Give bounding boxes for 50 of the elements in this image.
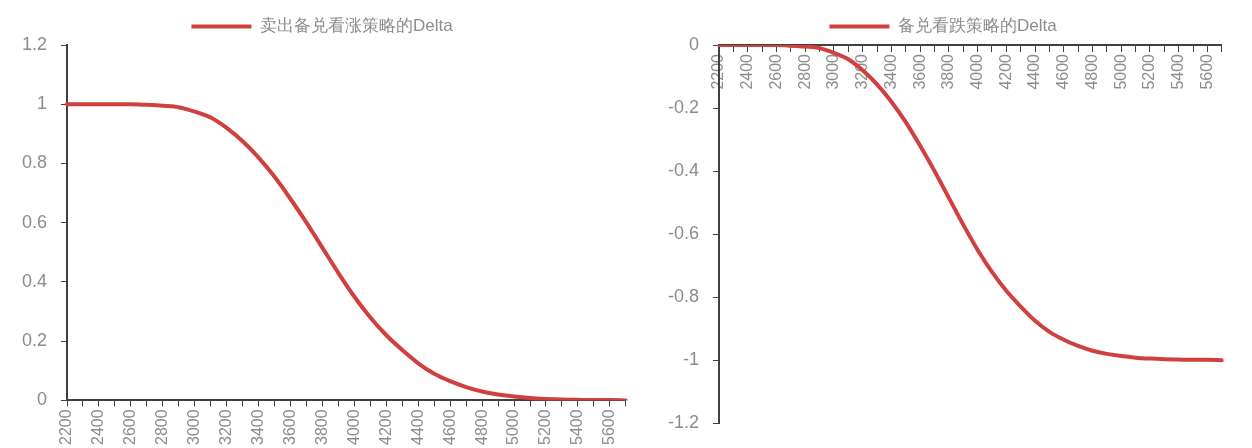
x-tick-label: 3200 — [217, 409, 235, 445]
x-tick-label: 5400 — [568, 409, 586, 445]
x-tick-label: 3600 — [910, 53, 928, 90]
x-tick-label: 2600 — [121, 409, 139, 445]
x-tick-label: 5600 — [1197, 53, 1215, 90]
x-tick-label: 3400 — [881, 53, 899, 90]
x-tick-label: 3000 — [185, 409, 203, 445]
x-tick-label: 5000 — [1111, 53, 1129, 90]
y-tick-label: 0 — [689, 33, 700, 54]
x-tick-label: 3400 — [249, 409, 267, 445]
x-tick-label: 5600 — [600, 409, 618, 445]
y-tick-label: -1 — [683, 349, 700, 370]
x-tick-label: 5000 — [504, 409, 522, 445]
y-tick-label: 0.2 — [21, 330, 48, 351]
x-tick-label: 4600 — [1054, 53, 1072, 90]
x-tick-label: 3600 — [280, 409, 298, 445]
x-tick-label: 4200 — [376, 409, 394, 445]
x-tick-label: 3000 — [824, 53, 842, 90]
y-tick-label: -0.4 — [667, 160, 700, 181]
x-tick-label: 2400 — [89, 409, 107, 445]
y-tick-label: -0.6 — [667, 223, 700, 244]
legend-label: 卖出备兑看涨策略的Delta — [259, 16, 454, 36]
x-tick-label: 4400 — [408, 409, 426, 445]
y-tick-label: 1.2 — [21, 33, 48, 54]
x-tick-label: 4000 — [344, 409, 362, 445]
y-tick-label: 0.6 — [21, 211, 48, 232]
x-tick-label: 2800 — [153, 409, 171, 445]
legend-label: 备兑看跌策略的Delta — [897, 16, 1058, 36]
x-tick-label: 2200 — [57, 409, 75, 445]
x-tick-label: 2800 — [795, 53, 813, 90]
y-tick-label: 1 — [37, 93, 48, 114]
x-tick-label: 2400 — [738, 53, 756, 90]
y-tick-label: 0.4 — [21, 270, 48, 291]
x-tick-label: 2600 — [766, 53, 784, 90]
x-tick-label: 4400 — [1025, 53, 1043, 90]
x-tick-label: 4600 — [440, 409, 458, 445]
x-tick-label: 4800 — [472, 409, 490, 445]
x-tick-label: 4000 — [968, 53, 985, 90]
x-tick-label: 5200 — [1140, 53, 1158, 90]
x-tick-label: 3800 — [312, 409, 330, 445]
y-tick-label: -1.2 — [667, 412, 700, 433]
y-tick-label: -0.2 — [667, 97, 700, 117]
x-tick-label: 3800 — [939, 53, 957, 90]
x-tick-label: 4800 — [1082, 53, 1100, 90]
y-tick-label: 0 — [37, 389, 48, 410]
y-tick-label: -0.8 — [667, 286, 700, 307]
x-tick-label: 5400 — [1169, 53, 1187, 90]
x-tick-label: 4200 — [996, 53, 1014, 90]
x-tick-label: 5200 — [536, 409, 554, 445]
y-tick-label: 0.8 — [21, 152, 48, 173]
